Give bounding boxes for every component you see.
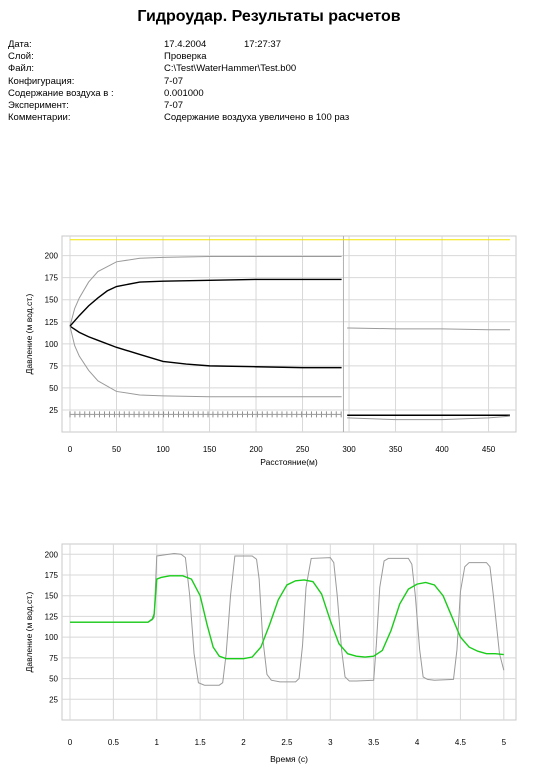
y-tick-label: 125 <box>45 612 59 621</box>
x-tick-label: 100 <box>156 445 170 454</box>
series-line-black <box>69 325 342 369</box>
x-tick-label: 350 <box>389 445 403 454</box>
y-tick-label: 175 <box>45 274 59 283</box>
x-tick-label: 2.5 <box>281 738 293 747</box>
meta-value: 7-07 <box>164 99 184 111</box>
y-axis-label: Давление (м вод.ст.) <box>24 591 34 672</box>
meta-label: Эксперимент: <box>8 99 69 111</box>
meta-label: Файл: <box>8 63 34 75</box>
chart-2: 25 50 75 100 125 150 175 200 0 0.5 1 1.5 2 2.5 3 3.5 4 4.… <box>24 543 517 764</box>
x-tick-label: 250 <box>296 445 310 454</box>
x-tick-label: 4.5 <box>455 738 467 747</box>
y-tick-label: 150 <box>45 296 59 305</box>
x-tick-label: 4 <box>415 738 420 747</box>
meta-label: Дата: <box>8 39 32 50</box>
meta-value: 0.001000 <box>164 87 204 99</box>
x-tick-label: 5 <box>502 738 507 747</box>
y-tick-label: 125 <box>45 318 59 327</box>
report-title: Гидроудар. Результаты расчетов <box>137 8 401 25</box>
y-tick-label: 200 <box>45 550 59 559</box>
meta-value: Проверка <box>164 51 207 63</box>
x-tick-label: 150 <box>203 445 217 454</box>
x-tick-label: 300 <box>342 445 356 454</box>
series-line-gray <box>347 327 510 331</box>
series-line-gray <box>347 415 510 421</box>
series-line-green <box>70 575 504 660</box>
x-tick-label: 400 <box>435 445 449 454</box>
y-tick-label: 50 <box>49 384 58 393</box>
meta-value: Содержание воздуха увеличено в 100 раз <box>164 112 350 124</box>
y-tick-label: 25 <box>49 695 58 704</box>
y-tick-label: 175 <box>45 571 59 580</box>
x-tick-label: 450 <box>482 445 496 454</box>
x-tick-label: 0 <box>68 445 73 454</box>
meta-value: 7-07 <box>164 75 184 87</box>
y-axis-label: Давление (м вод.ст.) <box>24 293 34 374</box>
x-tick-label: 2 <box>241 738 246 747</box>
x-tick-label: 50 <box>112 445 121 454</box>
y-tick-label: 75 <box>49 654 58 663</box>
x-tick-label: 200 <box>249 445 263 454</box>
series-line-black <box>69 278 342 327</box>
plot-frame <box>61 235 517 433</box>
x-axis-label: Время (с) <box>270 754 308 764</box>
meta-value: 17.4.2004 <box>164 39 207 50</box>
y-tick-label: 25 <box>49 406 58 415</box>
y-tick-label: 50 <box>49 675 58 684</box>
meta-label: Конфигурация: <box>8 75 75 87</box>
x-tick-label: 0 <box>68 738 73 747</box>
x-tick-label: 3 <box>328 738 333 747</box>
y-tick-label: 100 <box>45 633 59 642</box>
meta-value: C:\Test\WaterHammer\Test.b00 <box>164 63 297 75</box>
plot-frame <box>61 543 517 721</box>
meta-label: Слой: <box>8 51 34 63</box>
meta-time: 17:27:37 <box>244 39 281 50</box>
chart-1: 25 50 75 100 125 150 175 200 0 50 100 150 200 250 300 3… <box>24 235 517 467</box>
series-line-gray <box>69 256 342 327</box>
meta-label: Комментарии: <box>8 112 71 124</box>
y-tick-label: 200 <box>45 252 59 261</box>
x-tick-label: 1 <box>155 738 160 747</box>
series-line-gray <box>69 326 342 398</box>
y-tick-label: 100 <box>45 340 59 349</box>
meta-label: Содержание воздуха в : <box>8 87 114 99</box>
x-axis-label: Расстояние(м) <box>260 457 318 467</box>
y-tick-label: 75 <box>49 362 58 371</box>
x-tick-label: 0.5 <box>108 738 120 747</box>
series-line-gray <box>70 552 505 686</box>
x-tick-label: 3.5 <box>368 738 380 747</box>
x-tick-label: 1.5 <box>195 738 207 747</box>
y-tick-label: 150 <box>45 592 59 601</box>
